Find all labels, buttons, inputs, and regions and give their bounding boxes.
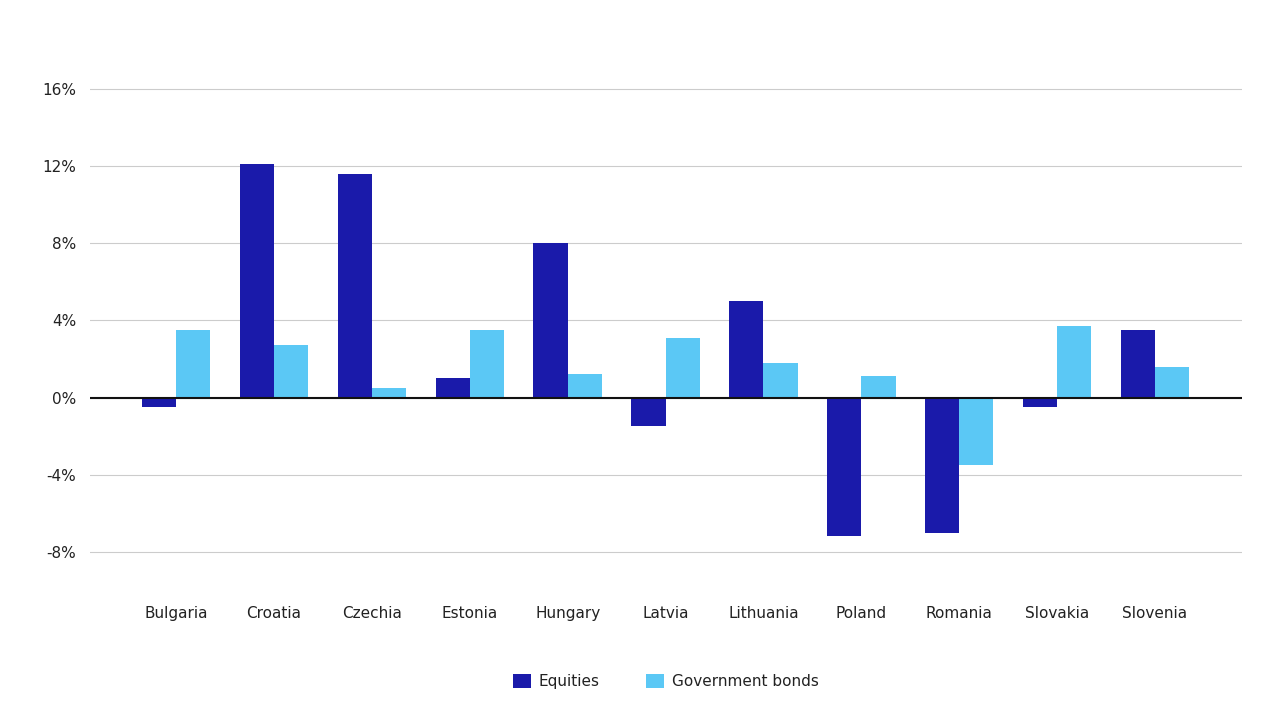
Bar [763, 363, 797, 397]
Bar [372, 388, 406, 397]
Bar [925, 397, 959, 533]
Bar [274, 346, 308, 397]
Bar [338, 174, 372, 397]
Bar [827, 397, 861, 536]
Bar [568, 374, 602, 397]
Bar [1121, 330, 1155, 397]
Bar [631, 397, 666, 426]
Bar [666, 338, 700, 397]
Bar [534, 243, 568, 397]
Legend: Equities, Government bonds: Equities, Government bonds [507, 668, 824, 696]
Bar [435, 378, 470, 397]
Bar [1057, 326, 1092, 397]
Bar [730, 301, 763, 397]
Bar [1023, 397, 1057, 408]
Bar [239, 164, 274, 397]
Bar [177, 330, 210, 397]
Bar [861, 377, 896, 397]
Bar [959, 397, 993, 465]
Bar [142, 397, 177, 408]
Bar [470, 330, 504, 397]
Bar [1155, 366, 1189, 397]
